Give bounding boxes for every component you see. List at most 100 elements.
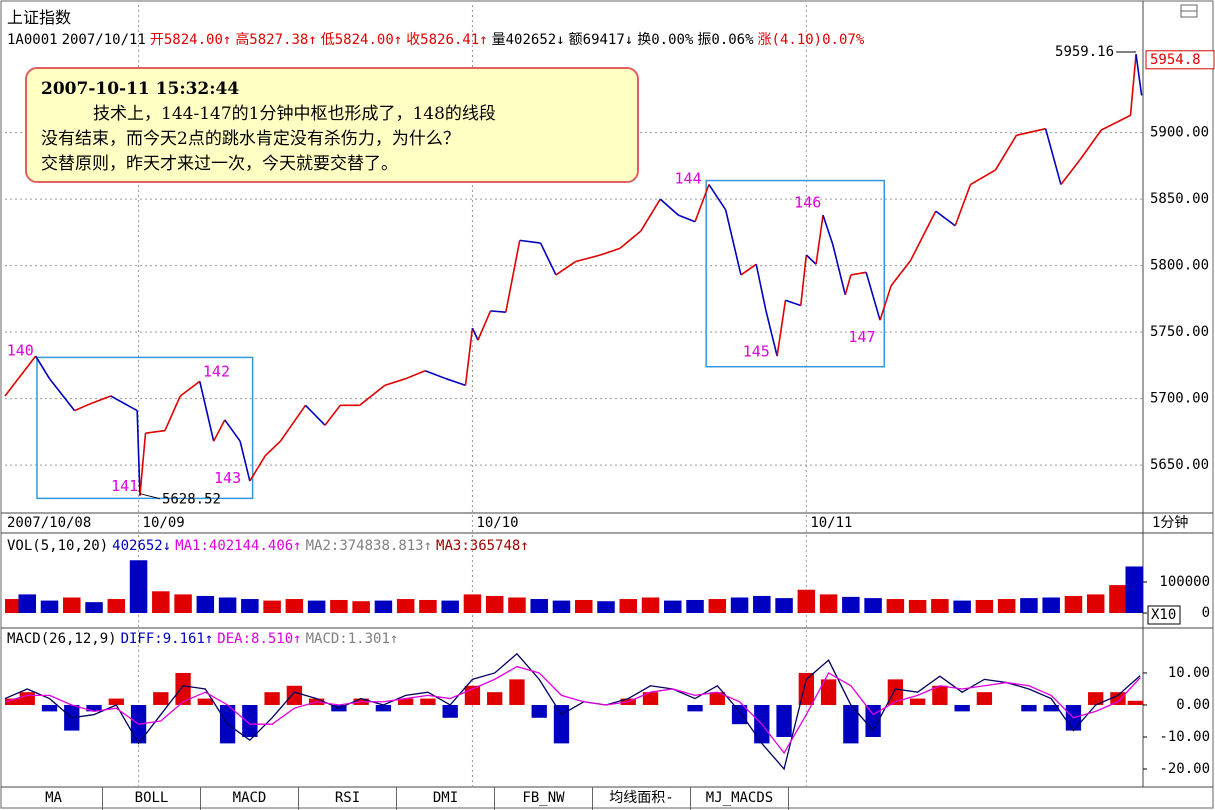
volume-bar xyxy=(307,600,326,613)
price-segment xyxy=(935,210,956,227)
indicator-item: VOL(5,10,20) xyxy=(7,538,109,554)
indicator-item: DIFF:9.161↑ xyxy=(120,631,214,647)
macd-line xyxy=(4,652,1141,771)
volume-bar xyxy=(107,599,126,613)
price-segment xyxy=(815,215,824,265)
tab[interactable]: BOLL xyxy=(103,787,201,810)
volume-bar xyxy=(997,599,1016,613)
volume-bar xyxy=(819,594,838,613)
macd-bar xyxy=(375,704,392,712)
tab[interactable]: RSI xyxy=(299,787,397,810)
x-tick-label: 10/10 xyxy=(476,515,518,531)
y-tick-label: 0.00 xyxy=(1176,697,1210,713)
macd-bar xyxy=(1127,700,1143,705)
price-segment xyxy=(519,239,541,244)
price-segment xyxy=(34,355,51,380)
volume-bar xyxy=(396,599,415,613)
price-segment xyxy=(471,327,479,341)
macd-bar xyxy=(197,698,213,705)
macd-bar xyxy=(398,698,414,705)
price-segment xyxy=(865,272,881,321)
macd-bar xyxy=(954,704,970,712)
point-label: 141 xyxy=(111,477,138,495)
price-segment xyxy=(659,198,679,216)
quote-item: 额69417↓ xyxy=(568,32,634,48)
macd-line xyxy=(4,665,1141,755)
tab[interactable]: DMI xyxy=(397,787,495,810)
price-segment xyxy=(1100,114,1131,131)
price-segment xyxy=(490,310,506,313)
volume-bar xyxy=(775,598,793,613)
price-segment xyxy=(264,440,282,457)
macd-bar xyxy=(19,692,35,705)
macd-bar xyxy=(731,704,748,725)
x-unit-label: 1分钟 xyxy=(1152,514,1188,531)
price-segment xyxy=(909,210,937,261)
volume-header: VOL(5,10,20) 402652↓ MA1:402144.406↑ MA2:37… xyxy=(7,538,533,554)
price-segment xyxy=(724,209,742,276)
volume-bar xyxy=(597,601,615,613)
macd-bar xyxy=(509,679,525,705)
high-label: 5959.16 xyxy=(1055,44,1114,60)
price-segment xyxy=(179,380,201,397)
macd-bar xyxy=(175,672,191,705)
point-label: 140 xyxy=(7,341,34,359)
price-segment xyxy=(136,410,141,496)
volume-bar xyxy=(263,600,281,613)
price-segment xyxy=(89,395,112,405)
price-segment xyxy=(424,369,447,380)
macd-bar xyxy=(1043,704,1059,712)
quote-item: 高5827.38↑ xyxy=(235,32,317,48)
x-tick-label: 2007/10/08 xyxy=(7,515,91,531)
volume-bar xyxy=(552,600,571,613)
macd-bar xyxy=(5,698,21,705)
y-tick-label: 100000 xyxy=(1159,574,1210,590)
tab[interactable]: MACD xyxy=(201,787,299,810)
indicator-item: MA2:374838.813↑ xyxy=(305,538,433,554)
price-segment xyxy=(539,242,557,276)
volume-bar xyxy=(330,599,348,613)
tab[interactable]: MA xyxy=(5,787,103,810)
macd-bar xyxy=(153,692,169,705)
volume-bar xyxy=(18,594,37,613)
macd-bar xyxy=(709,692,725,705)
volume-bar xyxy=(218,597,237,613)
volume-bar xyxy=(1020,598,1038,613)
macd-bar xyxy=(843,704,859,744)
tab[interactable]: 均线面积- xyxy=(593,787,691,810)
volume-bar xyxy=(1042,597,1060,613)
volume-bar xyxy=(152,591,170,613)
pivot-zone xyxy=(705,179,885,368)
price-segment xyxy=(740,263,757,276)
volume-bar xyxy=(174,594,192,613)
price-segment xyxy=(74,403,91,412)
price-segment xyxy=(224,419,241,442)
price-segment xyxy=(1079,129,1102,160)
y-tick-label: 5700.00 xyxy=(1150,391,1209,407)
macd-bar xyxy=(776,704,792,737)
price-segment xyxy=(879,285,892,321)
price-segment xyxy=(1129,54,1137,116)
price-segment xyxy=(890,259,912,287)
indicator-item: MA1:402144.406↑ xyxy=(175,538,302,554)
code: 1A0001 xyxy=(7,32,58,48)
macd-bar xyxy=(86,704,102,712)
macd-bar xyxy=(242,704,258,737)
last-price-box xyxy=(1145,50,1215,70)
note-line: 技术上，144-147的1分钟中枢也形成了，148的线段 xyxy=(93,104,496,124)
quote-item: 低5824.00↑ xyxy=(320,32,403,48)
price-segment xyxy=(359,384,386,406)
note-line: 交替原则，昨天才来过一次，今天就要交替了。 xyxy=(41,154,398,174)
y-tick-label: 10.00 xyxy=(1168,665,1210,681)
tab[interactable]: FB_NW xyxy=(495,787,593,810)
price-segment xyxy=(850,271,867,276)
macd-bar xyxy=(420,698,436,705)
macd-bar xyxy=(687,704,703,712)
price-segment xyxy=(464,328,474,386)
volume-bar xyxy=(931,599,949,613)
volume-bar xyxy=(1064,595,1083,613)
tab[interactable]: MJ_MACDS xyxy=(691,787,789,810)
point-label: 144 xyxy=(675,170,702,188)
point-label: 146 xyxy=(794,194,821,212)
